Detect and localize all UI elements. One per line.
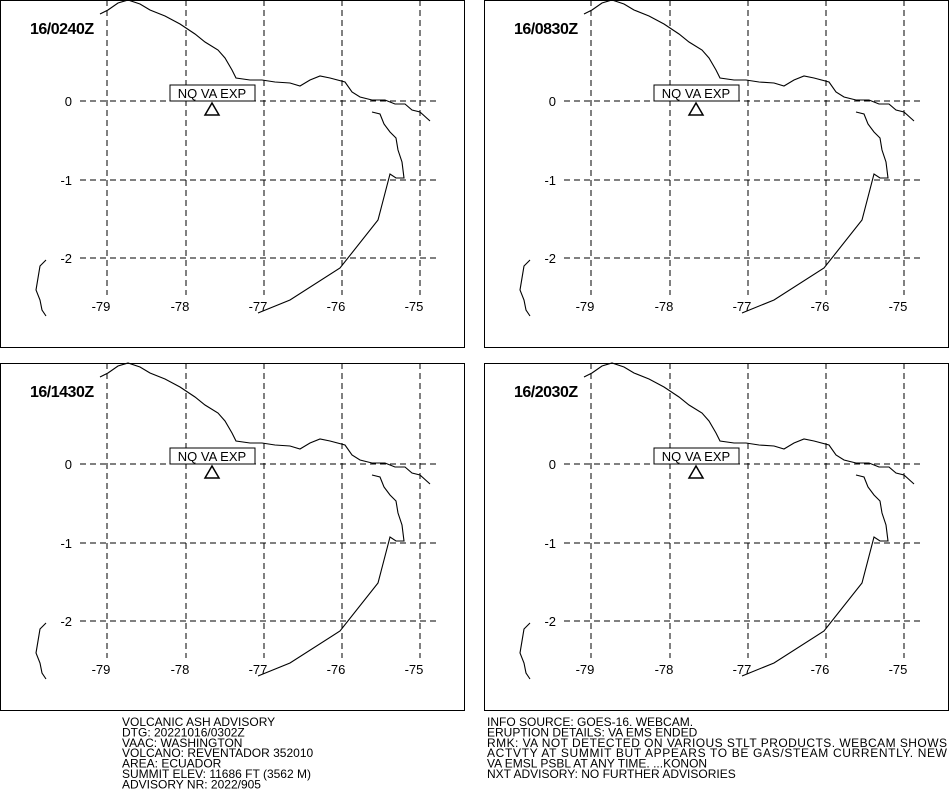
coastline (741, 111, 889, 314)
map-panel: -79 -78 -77 -76 -75 0 -1 -2 NQ VA EXP 16/0830Z (484, 0, 949, 348)
label-box (653, 447, 740, 465)
label-box (169, 447, 256, 465)
lon-label: -78 (655, 662, 674, 677)
lat-label: 0 (549, 94, 556, 109)
lat-label: -2 (60, 251, 72, 266)
lon-label: -77 (733, 299, 752, 314)
valid-time: 16/1430Z (30, 384, 94, 401)
coastline (99, 0, 431, 122)
advisory-line: VA EMSL PSBL AT ANY TIME. ...KONON (487, 757, 707, 771)
lon-label: -75 (405, 299, 424, 314)
advisory-line: ACTVTY AT SUMMIT BUT APPEARS TO BE GAS/S… (487, 746, 948, 760)
map-panel: -79 -78 -77 -76 -75 0 -1 -2 NQ VA EXP 16/1430Z (0, 362, 465, 711)
coastline (583, 362, 915, 485)
coastline (257, 111, 405, 314)
panel-frame (0, 363, 465, 711)
lon-label: -79 (576, 662, 595, 677)
label-box (169, 84, 256, 102)
advisory-line: SUMMIT ELEV: 11686 FT (3562 M) (122, 767, 311, 781)
advisory-line: VOLCANO: REVENTADOR 352010 (122, 746, 314, 760)
lat-label: -2 (60, 614, 72, 629)
lat-label: -1 (60, 173, 72, 188)
lon-label: -79 (576, 299, 595, 314)
advisory-line: RMK: VA NOT DETECTED ON VARIOUS STLT PRO… (487, 736, 947, 750)
va-label: NQ VA EXP (662, 449, 730, 464)
coastline (99, 362, 431, 485)
lon-label: -77 (249, 299, 268, 314)
lon-label: -77 (249, 662, 268, 677)
volcano-marker (687, 464, 705, 479)
lon-label: -75 (889, 662, 908, 677)
coastline (741, 474, 889, 677)
lat-label: 0 (65, 457, 72, 472)
advisory-line: DTG: 20221016/0302Z (122, 725, 245, 739)
lat-label: -1 (544, 173, 556, 188)
panel-frame (484, 363, 949, 711)
volcano-marker (203, 101, 221, 116)
lat-label: 0 (65, 94, 72, 109)
label-box (653, 84, 740, 102)
lat-label: -1 (544, 536, 556, 551)
valid-time: 16/0240Z (30, 21, 94, 38)
lat-label: -1 (60, 536, 72, 551)
coastline (257, 474, 405, 677)
coastline (35, 259, 47, 317)
va-label: NQ VA EXP (178, 86, 246, 101)
lon-label: -75 (405, 662, 424, 677)
panel-frame (0, 0, 465, 348)
coastline (583, 0, 915, 122)
advisory-line: ERUPTION DETAILS: VA EMS ENDED (487, 725, 698, 739)
map-panel: -79 -78 -77 -76 -75 0 -1 -2 NQ VA EXP 16/2030Z (484, 362, 949, 711)
valid-time: 16/2030Z (514, 384, 578, 401)
panel-frame (484, 0, 949, 348)
advisory-line: AREA: ECUADOR (122, 757, 222, 771)
coastline (519, 622, 531, 680)
coastline (35, 622, 47, 680)
advisory-line: INFO SOURCE: GOES-16. WEBCAM. (487, 715, 693, 729)
lon-label: -78 (171, 662, 190, 677)
map-panel: -79 -78 -77 -76 -75 0 -1 -2 NQ VA EXP 16/0240Z (0, 0, 465, 348)
va-label: NQ VA EXP (662, 86, 730, 101)
lat-label: -2 (544, 614, 556, 629)
lon-label: -78 (655, 299, 674, 314)
lon-label: -76 (811, 662, 830, 677)
lon-label: -78 (171, 299, 190, 314)
lon-label: -79 (92, 299, 111, 314)
advisory-line: VOLCANIC ASH ADVISORY (122, 715, 275, 729)
advisory-line: ADVISORY NR: 2022/905 (122, 777, 261, 791)
lon-label: -79 (92, 662, 111, 677)
advisory-line: VAAC: WASHINGTON (122, 736, 242, 750)
lon-label: -76 (327, 662, 346, 677)
volcano-marker (687, 101, 705, 116)
volcano-marker (203, 464, 221, 479)
lat-label: -2 (544, 251, 556, 266)
coastline (519, 259, 531, 317)
va-label: NQ VA EXP (178, 449, 246, 464)
lat-label: 0 (549, 457, 556, 472)
lon-label: -75 (889, 299, 908, 314)
lon-label: -77 (733, 662, 752, 677)
lon-label: -76 (811, 299, 830, 314)
valid-time: 16/0830Z (514, 21, 578, 38)
advisory-line: NXT ADVISORY: NO FURTHER ADVISORIES (487, 767, 736, 781)
lon-label: -76 (327, 299, 346, 314)
